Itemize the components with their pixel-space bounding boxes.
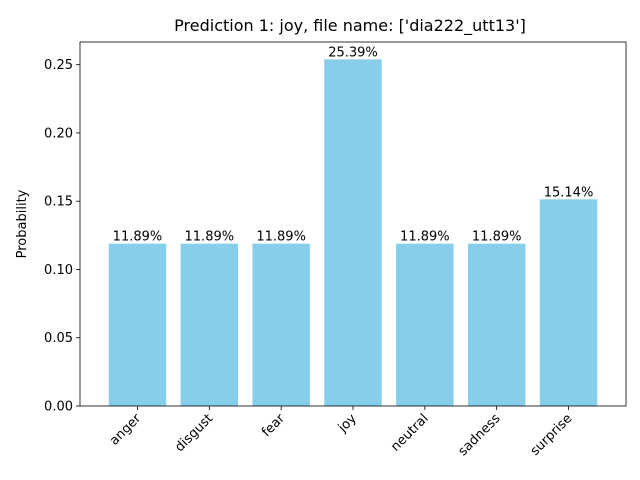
chart-title: Prediction 1: joy, file name: ['dia222_u… [174, 16, 526, 36]
y-tick-label: 0.00 [44, 400, 73, 415]
bar-anger [108, 243, 167, 406]
bar-value-label: 11.89% [256, 230, 306, 245]
bar-joy [324, 59, 382, 407]
bar-value-label: 11.89% [185, 230, 235, 245]
y-tick-label: 0.10 [44, 263, 73, 278]
x-tick-label: anger [107, 411, 145, 449]
bar-value-label: 11.89% [472, 230, 522, 245]
bar-value-label: 15.14% [544, 185, 594, 200]
x-tick-label: surprise [528, 411, 576, 459]
bar-value-label: 11.89% [113, 230, 163, 245]
bar-value-label: 25.39% [328, 45, 378, 60]
plot-frame [79, 41, 627, 407]
bars-layer: 11.89% 11.89% 11.89% 25.39% 11.89% 11.89% 15.1… [108, 45, 598, 407]
y-tick-label: 0.25 [44, 58, 73, 73]
bar-sadness [467, 243, 526, 406]
x-tick-label: neutral [388, 411, 431, 454]
x-tick-label: sadness [456, 411, 504, 459]
x-tick-label: joy [335, 411, 360, 436]
bar-value-label: 11.89% [400, 230, 450, 245]
y-axis-label: Probability [15, 189, 30, 258]
x-tick-label: disgust [172, 411, 216, 455]
y-tick-label: 0.20 [44, 126, 73, 141]
bar-disgust [180, 243, 239, 406]
bar-neutral [396, 243, 454, 406]
bar-fear [252, 243, 310, 406]
y-tick-label: 0.05 [44, 331, 73, 346]
x-tick-label: fear [259, 411, 288, 440]
bar-surprise [539, 199, 598, 406]
y-tick-label: 0.15 [44, 195, 73, 210]
